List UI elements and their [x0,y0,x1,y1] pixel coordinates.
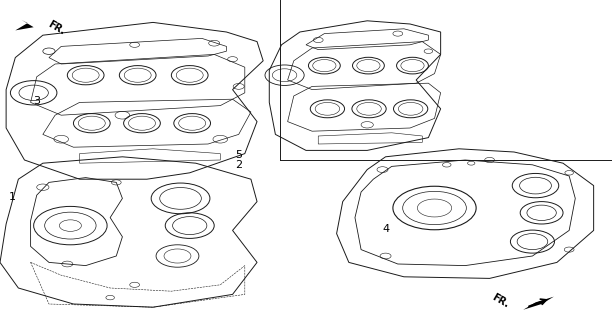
Text: 5: 5 [236,150,242,160]
Text: FR.: FR. [490,292,511,310]
Text: FR.: FR. [46,19,67,37]
Text: 2: 2 [236,160,243,170]
Polygon shape [523,297,554,310]
Text: 1: 1 [9,192,16,202]
Polygon shape [15,20,34,30]
Text: 3: 3 [34,96,40,106]
Text: 4: 4 [382,224,390,234]
